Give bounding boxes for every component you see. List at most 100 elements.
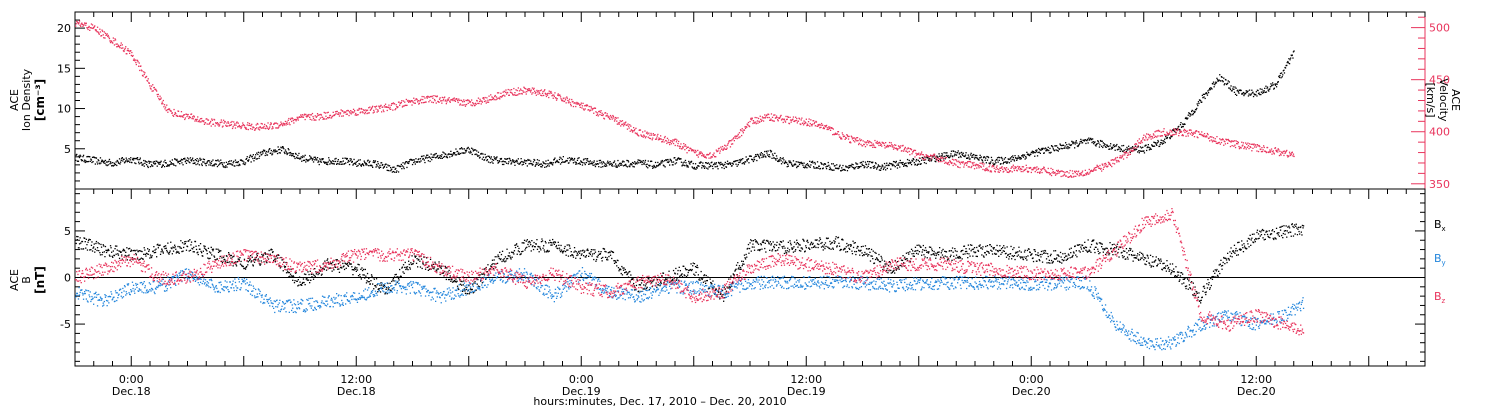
- velocity-series-point: [959, 166, 961, 169]
- velocity-series-point: [441, 96, 443, 99]
- velocity-series-point: [922, 157, 924, 160]
- velocity-series-point: [140, 69, 143, 71]
- velocity-series-point: [258, 127, 260, 129]
- ion-density-series-point: [388, 165, 391, 167]
- ion-density-series-point: [767, 150, 769, 152]
- ion-density-series-point: [141, 164, 144, 166]
- ion-density-series-point: [647, 160, 649, 162]
- ion-density-series-point: [1245, 90, 1247, 92]
- bx-series-point: [168, 251, 171, 254]
- ion-density-series-point: [372, 166, 374, 168]
- velocity-series-point: [590, 107, 593, 109]
- bx-series-point: [361, 269, 364, 272]
- bx-series-point: [213, 255, 215, 257]
- ion-density-series-point: [1020, 158, 1022, 160]
- ion-density-series-point: [98, 160, 100, 162]
- velocity-series-point: [1186, 130, 1188, 132]
- velocity-series-point: [1184, 131, 1186, 133]
- ion-density-series-point: [395, 167, 397, 170]
- velocity-series-point: [535, 94, 537, 96]
- ion-density-series-point: [806, 163, 809, 165]
- velocity-series-point: [87, 28, 89, 31]
- ion-density-series-point: [89, 156, 91, 158]
- ion-density-series-point: [923, 162, 926, 164]
- velocity-series-point: [180, 116, 182, 118]
- ion-density-series-point: [1279, 74, 1281, 77]
- ion-density-series-point: [211, 160, 213, 163]
- velocity-series-point: [171, 112, 173, 114]
- bx-series-point: [357, 263, 359, 265]
- bx-series-point: [255, 259, 257, 261]
- velocity-series-point: [162, 103, 164, 105]
- velocity-series-point: [819, 127, 821, 129]
- velocity-series-point: [552, 94, 554, 96]
- ion-density-series-point: [564, 160, 567, 163]
- ion-density-series-point: [184, 161, 186, 163]
- bx-series-point: [159, 244, 161, 246]
- velocity-series-point: [1065, 175, 1067, 177]
- ion-density-series-point: [879, 165, 881, 168]
- velocity-series-point: [1265, 151, 1268, 154]
- velocity-series-point: [271, 128, 273, 130]
- velocity-series-point: [318, 114, 320, 116]
- ion-density-series-point: [760, 152, 762, 154]
- velocity-series-point: [145, 75, 148, 78]
- ion-density-series-point: [116, 159, 118, 162]
- ion-density-series-point: [305, 161, 307, 163]
- velocity-series-point: [1192, 133, 1194, 135]
- bx-series-point: [202, 250, 204, 252]
- velocity-series-point: [431, 101, 433, 103]
- bx-series-point: [341, 267, 343, 269]
- ion-density-series-point: [561, 158, 563, 161]
- velocity-series-point: [277, 127, 279, 129]
- velocity-series-point: [274, 122, 276, 124]
- ion-density-series-point: [104, 162, 106, 164]
- density-label-line1: ACE: [8, 89, 21, 111]
- velocity-series-point: [1169, 131, 1171, 133]
- ion-density-series-point: [1067, 146, 1070, 148]
- velocity-series-point: [1049, 173, 1051, 176]
- bx-series-point: [319, 270, 321, 272]
- velocity-series-point: [1052, 171, 1054, 173]
- ion-density-series-point: [250, 161, 252, 163]
- velocity-series-point: [721, 148, 723, 150]
- ion-density-series-point: [902, 161, 904, 164]
- ion-density-series-point: [419, 158, 422, 160]
- ion-density-series-point: [292, 154, 294, 157]
- bx-series-point: [100, 246, 103, 248]
- ion-density-series-point: [221, 163, 224, 165]
- velocity-series-point: [348, 114, 350, 117]
- ion-density-series-point: [436, 156, 438, 158]
- ion-density-series-point: [334, 160, 337, 163]
- velocity-series-point: [349, 112, 351, 114]
- velocity-series-point: [1263, 145, 1265, 147]
- ion-density-series-point: [1110, 143, 1112, 145]
- velocity-series-point: [673, 140, 675, 142]
- bx-series-point: [171, 247, 173, 250]
- velocity-series-point: [79, 24, 81, 26]
- velocity-series-point: [838, 134, 840, 136]
- ion-density-series-point: [1139, 146, 1142, 148]
- ion-density-series-point: [471, 147, 473, 149]
- bottom-panel: -505 ACE B [nT] Bx By Bz: [8, 188, 1446, 367]
- ion-density-series-point: [94, 163, 96, 165]
- ion-density-series-point: [79, 154, 81, 156]
- velocity-tick-label: 350: [1429, 178, 1450, 191]
- velocity-series-point: [872, 143, 874, 145]
- velocity-series-point: [500, 92, 502, 94]
- ion-density-series-point: [758, 156, 760, 158]
- ion-density-series-point: [473, 149, 476, 151]
- ion-density-series-point: [1291, 54, 1293, 56]
- ion-density-series-point: [1122, 150, 1124, 153]
- ion-density-series-point: [1163, 140, 1165, 142]
- field-tick-label: -5: [60, 318, 71, 331]
- velocity-series-point: [309, 116, 311, 118]
- velocity-series-point: [651, 139, 653, 141]
- velocity-series-point: [1057, 171, 1059, 173]
- ion-density-series-point: [378, 167, 380, 169]
- ion-density-series-point: [1046, 149, 1048, 152]
- bx-series-point: [192, 251, 194, 253]
- velocity-series-point: [389, 106, 391, 108]
- velocity-series-point: [918, 157, 921, 159]
- ion-density-series-point: [631, 161, 634, 164]
